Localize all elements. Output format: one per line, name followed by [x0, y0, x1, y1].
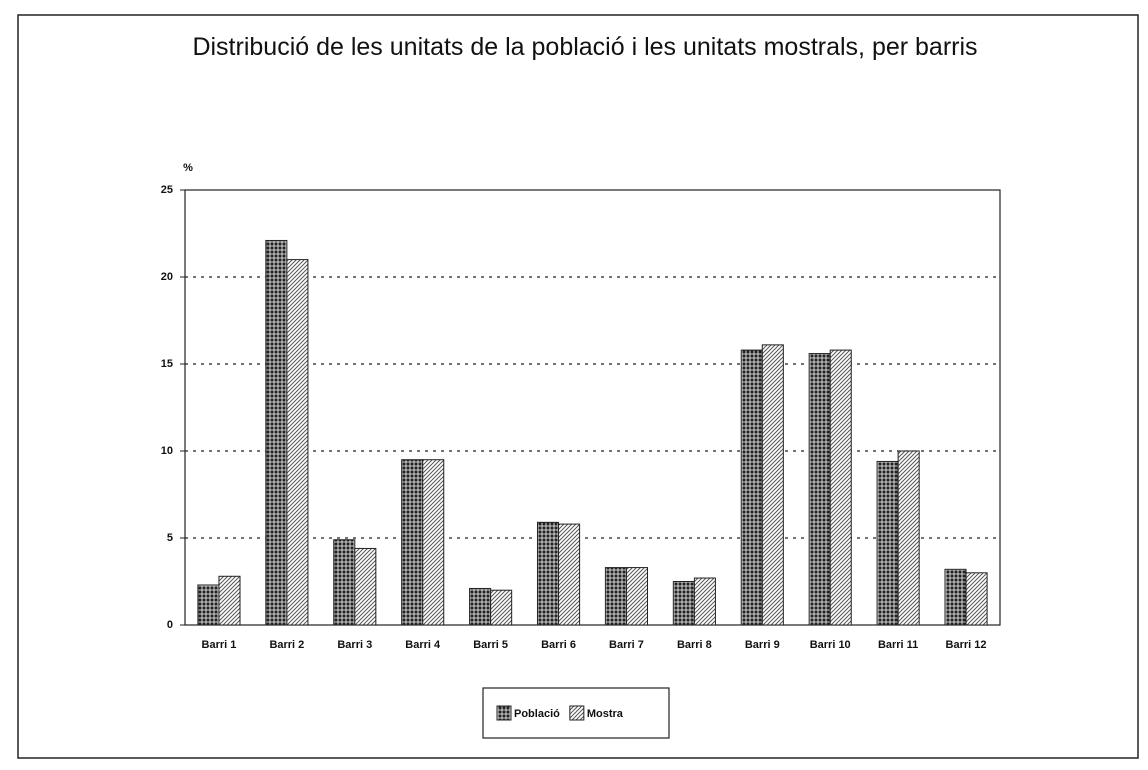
x-tick-label: Barri 10 — [810, 639, 851, 651]
y-axis-label: % — [183, 162, 193, 174]
bar — [286, 259, 309, 626]
bar — [197, 584, 220, 626]
y-tick-label: 5 — [167, 532, 173, 544]
bar — [536, 521, 560, 626]
x-tick-label: Barri 11 — [878, 639, 918, 651]
bar — [218, 575, 241, 626]
x-tick-label: Barri 1 — [202, 639, 237, 651]
x-tick-label: Barri 3 — [337, 639, 372, 651]
legend-swatch — [496, 705, 512, 721]
legend-swatch — [569, 705, 585, 721]
bar — [808, 353, 831, 626]
x-tick-label: Barri 12 — [946, 639, 987, 651]
bar — [469, 587, 492, 626]
bar — [897, 450, 920, 626]
x-tick-label: Barri 7 — [609, 639, 644, 651]
plot-area — [184, 189, 1001, 626]
bar — [265, 239, 288, 626]
bar — [740, 349, 763, 626]
bar — [422, 459, 445, 626]
bar — [944, 568, 967, 626]
x-tick-label: Barri 4 — [405, 639, 441, 651]
x-tick-label: Barri 2 — [269, 639, 304, 651]
bar — [693, 577, 716, 626]
bar — [401, 459, 424, 626]
legend-label: Mostra — [587, 708, 624, 720]
x-tick-label: Barri 9 — [745, 639, 780, 651]
bar — [490, 589, 513, 626]
legend-label: Població — [514, 708, 560, 720]
y-tick-label: 25 — [161, 184, 173, 196]
bar — [761, 344, 784, 626]
y-tick-label: 10 — [161, 445, 173, 457]
y-tick-label: 20 — [161, 271, 173, 283]
chart-title: Distribució de les unitats de la poblaci… — [192, 33, 978, 61]
bar — [625, 567, 649, 626]
bar — [604, 567, 627, 626]
bar — [672, 581, 695, 626]
bar — [876, 460, 899, 626]
x-tick-label: Barri 6 — [541, 639, 576, 651]
bar — [829, 349, 852, 626]
y-tick-label: 0 — [167, 619, 173, 631]
bar — [965, 572, 988, 626]
bar — [333, 539, 356, 626]
x-tick-label: Barri 5 — [473, 639, 508, 651]
bar — [354, 547, 377, 626]
x-tick-label: Barri 8 — [677, 639, 712, 651]
bar — [558, 523, 581, 626]
frame — [17, 14, 1139, 759]
y-tick-label: 15 — [161, 358, 173, 370]
